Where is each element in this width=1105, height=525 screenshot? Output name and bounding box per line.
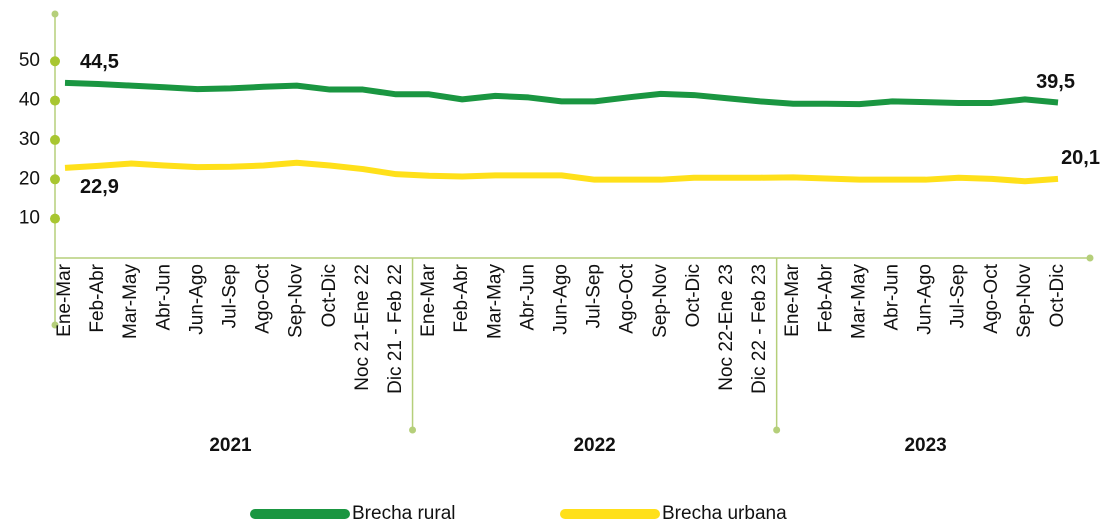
x-tick-label: Jul-Sep: [220, 264, 241, 328]
x-tick-label: Ene-Mar: [782, 263, 803, 337]
y-tick-label: 40: [19, 90, 40, 111]
x-tick-label: Jun-Ago: [551, 264, 572, 335]
group-label: 2022: [573, 435, 615, 456]
axis-dot: [51, 10, 59, 18]
x-tick-label: Sep-Nov: [286, 264, 307, 338]
x-tick-label: Ene-Mar: [418, 263, 439, 337]
data-label: 20,1: [1061, 147, 1100, 169]
y-tick-mark: [50, 56, 60, 67]
series-line: [64, 159, 1059, 185]
axis-dot: [1086, 254, 1094, 262]
y-tick-label: 30: [19, 129, 40, 150]
y-tick-mark: [50, 134, 60, 145]
x-tick-label: Ago-Oct: [617, 263, 638, 333]
x-tick-label: Feb-Abr: [815, 263, 836, 332]
x-tick-label: Abr-Jun: [153, 264, 174, 331]
x-tick-label: Sep-Nov: [650, 264, 671, 338]
y-tick-label: 50: [19, 50, 40, 71]
y-tick-mark: [50, 174, 60, 185]
x-tick-label: Dic 21 - Feb 22: [385, 264, 406, 394]
x-tick-label: Ene-Mar: [54, 263, 75, 337]
x-tick-label: Abr-Jun: [882, 264, 903, 331]
axis-dot: [409, 426, 417, 434]
x-tick-label: Sep-Nov: [1014, 264, 1035, 338]
axis-dot: [773, 426, 781, 434]
series-line: [64, 79, 1059, 108]
x-tick-label: Oct-Dic: [319, 264, 340, 327]
y-tick-mark: [50, 95, 60, 106]
x-tick-label: Jul-Sep: [948, 264, 969, 328]
x-tick-label: Feb-Abr: [451, 263, 472, 332]
x-tick-label: Oct-Dic: [683, 264, 704, 327]
x-tick-label: Jun-Ago: [186, 264, 207, 335]
x-tick-label: Feb-Abr: [87, 263, 108, 332]
x-tick-label: Noc 21-Ene 22: [352, 264, 373, 391]
axis-dot: [51, 321, 59, 329]
group-label: 2021: [209, 435, 252, 456]
x-tick-label: Abr-Jun: [517, 264, 538, 331]
x-tick-label: Oct-Dic: [1047, 264, 1068, 327]
x-tick-label: Jul-Sep: [584, 264, 605, 328]
x-tick-label: Jun-Ago: [915, 264, 936, 335]
x-tick-label: Noc 22-Ene 23: [716, 264, 737, 391]
x-tick-label: Ago-Oct: [981, 263, 1002, 333]
x-tick-label: Mar-May: [848, 264, 869, 339]
group-label: 2023: [904, 435, 946, 456]
x-tick-label: Mar-May: [120, 264, 141, 339]
data-label: 39,5: [1036, 71, 1075, 93]
y-tick-mark: [50, 213, 60, 224]
x-tick-label: Mar-May: [484, 264, 505, 339]
y-tick-label: 20: [19, 168, 40, 189]
data-label: 22,9: [80, 176, 119, 198]
legend-label: Brecha rural: [352, 503, 456, 524]
x-tick-label: Ago-Oct: [253, 263, 274, 333]
legend-label: Brecha urbana: [662, 503, 787, 524]
data-label: 44,5: [80, 51, 119, 73]
x-tick-label: Dic 22 - Feb 23: [749, 264, 770, 394]
y-tick-label: 10: [19, 208, 40, 229]
